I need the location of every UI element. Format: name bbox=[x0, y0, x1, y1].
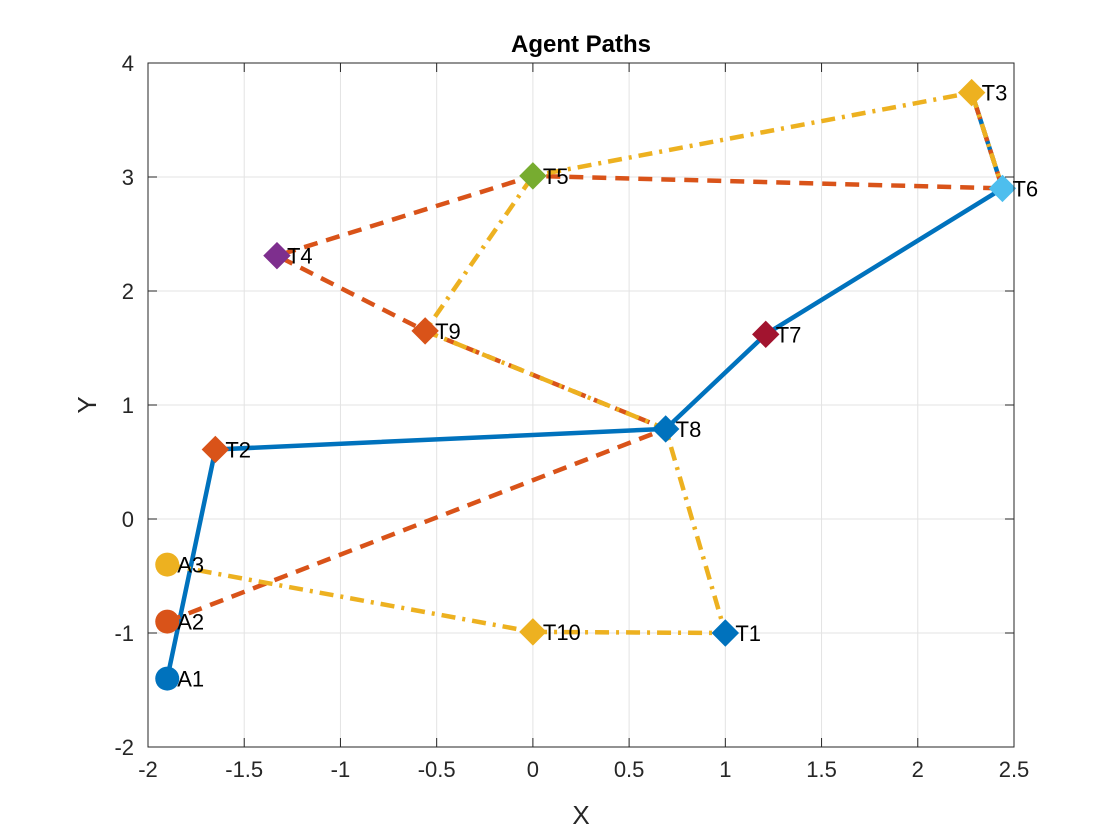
x-tick-label: -1.5 bbox=[225, 757, 263, 782]
x-tick-label: -0.5 bbox=[418, 757, 456, 782]
x-tick-label: 2.5 bbox=[999, 757, 1030, 782]
task-label-t3: T3 bbox=[982, 81, 1008, 106]
agent-marker-a2 bbox=[155, 609, 180, 634]
y-tick-label: 4 bbox=[122, 51, 134, 76]
y-tick-label: -1 bbox=[114, 621, 134, 646]
y-axis-label: Y bbox=[72, 396, 102, 413]
task-marker-t3 bbox=[957, 78, 986, 107]
task-marker-t5 bbox=[519, 162, 547, 190]
chart-title: Agent Paths bbox=[511, 31, 651, 58]
x-tick-label: -2 bbox=[138, 757, 158, 782]
point-labels: A1 A2 A3 T1 T2 T3 T4 T5 T6 T7 T8 T9 T10 bbox=[177, 81, 1038, 692]
x-tick-label: 2 bbox=[912, 757, 924, 782]
task-marker-t4 bbox=[263, 241, 291, 270]
x-tick-label: 1 bbox=[719, 757, 731, 782]
task-marker-t8 bbox=[651, 415, 680, 443]
task-label-t6: T6 bbox=[1012, 176, 1038, 201]
task-label-t1: T1 bbox=[735, 621, 761, 646]
agent-marker-a3 bbox=[155, 552, 180, 577]
task-label-t10: T10 bbox=[543, 620, 581, 645]
task-label-t8: T8 bbox=[676, 417, 702, 442]
agent-label-a2: A2 bbox=[177, 610, 204, 635]
task-marker-t9 bbox=[411, 317, 439, 345]
axis-ticks: -2 -1.5 -1 -0.5 0 0.5 1 1.5 2 2.5 -2 -1 0 1 2 3 4 bbox=[114, 51, 1029, 782]
task-marker-t6 bbox=[988, 174, 1017, 203]
task-marker-t1 bbox=[711, 619, 740, 647]
task-label-t4: T4 bbox=[287, 244, 313, 269]
task-label-t9: T9 bbox=[435, 319, 461, 344]
task-label-t2: T2 bbox=[225, 437, 251, 462]
agent-label-a1: A1 bbox=[177, 667, 204, 692]
y-tick-label: 0 bbox=[122, 507, 134, 532]
task-marker-t2 bbox=[201, 435, 230, 464]
task-label-t7: T7 bbox=[776, 322, 802, 347]
task-marker-t7 bbox=[752, 320, 780, 349]
y-tick-label: 2 bbox=[122, 279, 134, 304]
x-tick-label: 0 bbox=[527, 757, 539, 782]
x-tick-label: -1 bbox=[331, 757, 351, 782]
y-tick-label: 3 bbox=[122, 165, 134, 190]
x-axis-label: X bbox=[572, 800, 589, 830]
y-tick-label: 1 bbox=[122, 393, 134, 418]
point-markers bbox=[155, 78, 1017, 691]
agent-marker-a1 bbox=[155, 666, 180, 691]
x-tick-label: 1.5 bbox=[806, 757, 837, 782]
agent-label-a3: A3 bbox=[177, 553, 204, 578]
x-tick-label: 0.5 bbox=[614, 757, 645, 782]
task-marker-t10 bbox=[519, 618, 547, 646]
y-tick-label: -2 bbox=[114, 735, 134, 760]
task-label-t5: T5 bbox=[543, 164, 569, 189]
agent-path-3 bbox=[166, 90, 1005, 636]
